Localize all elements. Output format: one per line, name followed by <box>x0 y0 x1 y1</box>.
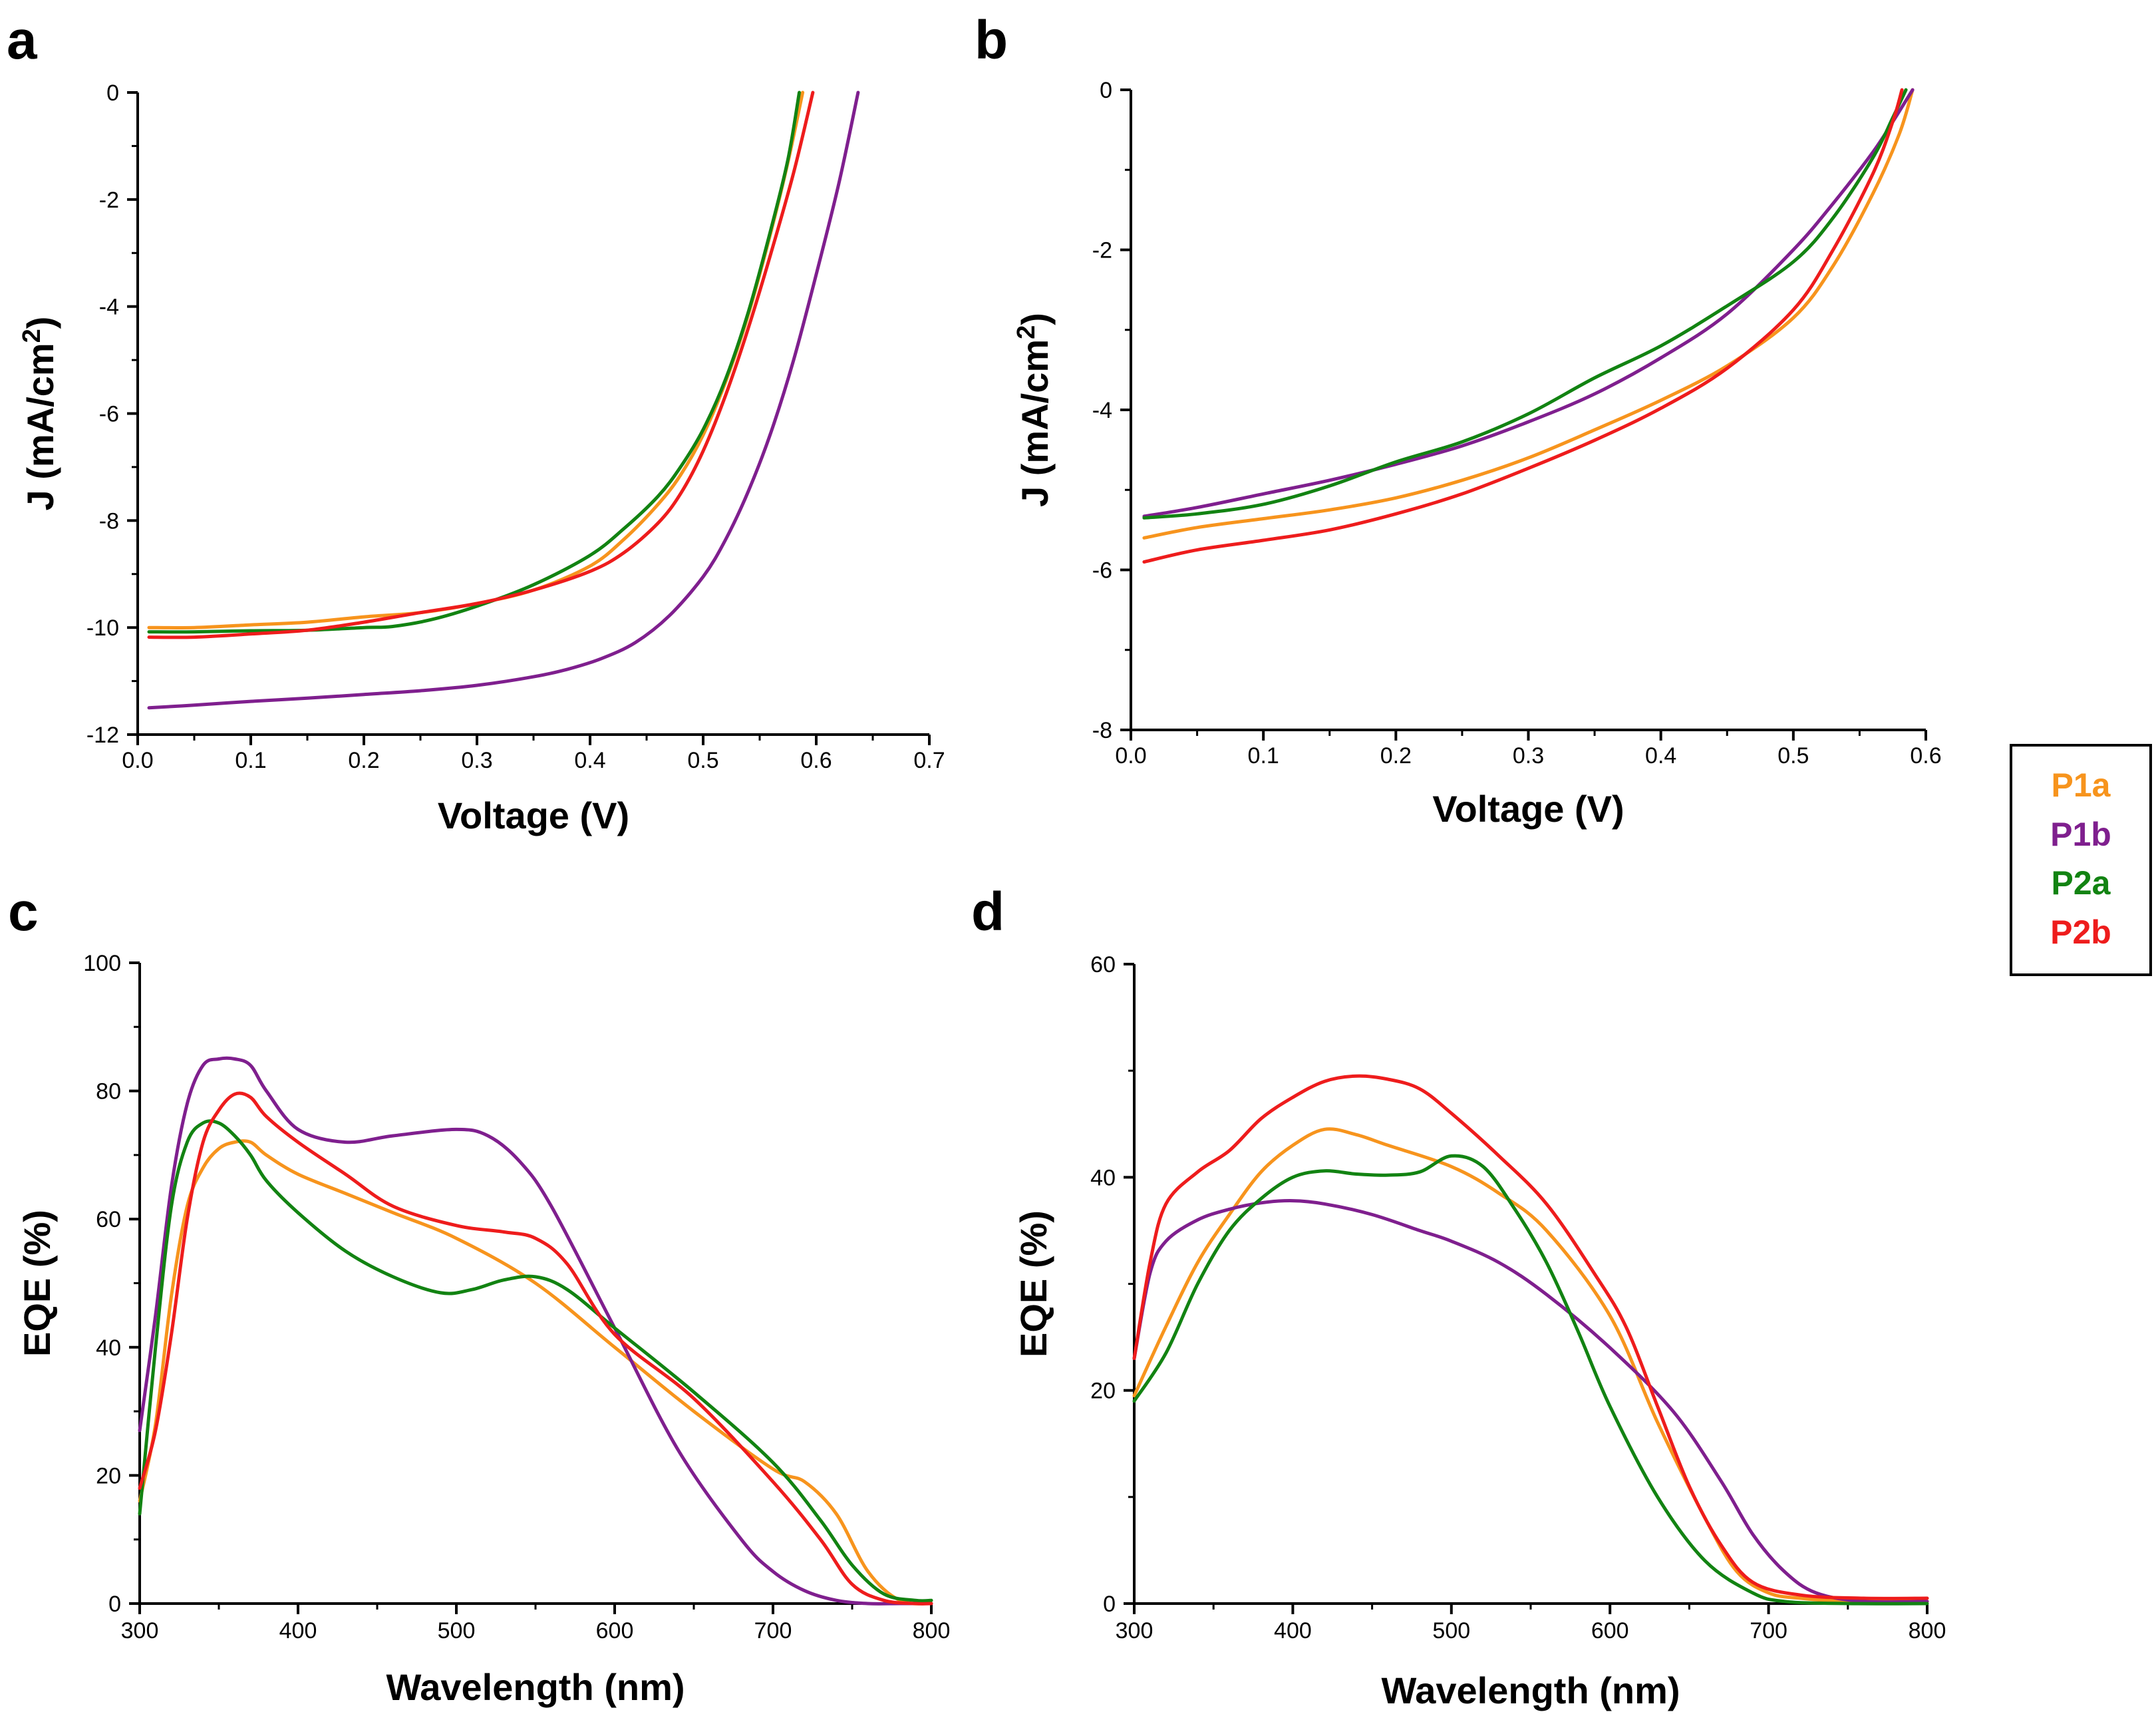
series-line-p2a <box>147 90 801 634</box>
x-tick-label: 0.0 <box>122 748 153 773</box>
x-tick-label: 600 <box>1591 1618 1629 1643</box>
legend-box <box>2010 744 2152 976</box>
x-tick-label: 500 <box>438 1618 476 1643</box>
y-tick-label: 40 <box>96 1335 121 1361</box>
y-tick-label: 20 <box>1090 1379 1116 1404</box>
y-tick-label: 20 <box>96 1463 121 1488</box>
legend: P1a P1b P2a P2b <box>2010 744 2152 976</box>
panel-c: c 300 400 500 600 700 800 0 20 40 60 80 100 Waveleng… <box>8 882 950 1708</box>
legend-entry-p2b: P2b <box>2050 914 2111 951</box>
series-line-p2a <box>1142 88 1908 520</box>
panel-letter-d: d <box>971 882 1004 942</box>
series-line-p1b <box>138 1056 933 1606</box>
x-tick-label: 0.5 <box>687 748 718 773</box>
y-tick-label: 40 <box>1090 1165 1116 1190</box>
x-tick-label: 0.2 <box>1380 743 1412 769</box>
y-axis-title: EQE (%) <box>16 1210 58 1357</box>
y-axis-title: J (mA/cm2) <box>1012 313 1056 507</box>
y-axis-title-superscript: 2 <box>1012 325 1040 339</box>
y-tick-label: 0 <box>1100 78 1112 103</box>
y-tick-label: -4 <box>1092 398 1112 423</box>
x-tick-label: 0.1 <box>1248 743 1279 769</box>
series-line-p1b <box>1132 1199 1929 1604</box>
x-axis-title: Wavelength (nm) <box>386 1666 685 1708</box>
x-tick-label: 0.4 <box>1645 743 1676 769</box>
panel-a: a 0.0 0.1 0.2 0.3 0.4 0.5 0.6 0.7 -12 -10 -8 -6 -4 -2… <box>7 10 945 836</box>
x-tick-label: 0.1 <box>235 748 266 773</box>
y-axis-title: EQE (%) <box>1012 1210 1054 1357</box>
y-axis-title-base: J (mA/cm <box>19 343 61 510</box>
series-line-p1b <box>1142 88 1915 518</box>
x-tick-label: 800 <box>913 1618 951 1643</box>
series-line-p1a <box>1142 88 1915 540</box>
series-line-p2a <box>138 1119 933 1603</box>
panel-letter-b: b <box>975 10 1008 71</box>
y-tick-label: -10 <box>86 615 119 641</box>
x-axis-title: Voltage (V) <box>438 794 629 836</box>
x-tick-label: 0.6 <box>1910 743 1941 769</box>
panel-d: d 300 400 500 600 700 800 0 20 40 60 Wavelength (n… <box>971 882 1946 1711</box>
x-tick-label: 400 <box>279 1618 317 1643</box>
series-line-p2a <box>1132 1154 1929 1606</box>
legend-entry-p1a: P1a <box>2052 767 2111 804</box>
y-tick-label: 0 <box>108 1592 121 1617</box>
x-tick-label: 0.0 <box>1115 743 1146 769</box>
x-tick-label: 300 <box>121 1618 159 1643</box>
x-tick-label: 0.5 <box>1777 743 1809 769</box>
x-tick-label: 400 <box>1274 1618 1312 1643</box>
y-tick-label: 0 <box>1103 1592 1116 1617</box>
x-axis-title: Voltage (V) <box>1432 788 1624 830</box>
series-line-p1a <box>147 90 805 629</box>
x-tick-label: 700 <box>754 1618 792 1643</box>
panel-letter-c: c <box>8 882 39 942</box>
x-axis-title: Wavelength (nm) <box>1381 1669 1680 1711</box>
y-axis-title-superscript: 2 <box>18 329 46 343</box>
x-tick-label: 0.7 <box>913 748 945 773</box>
y-axis-title-tail: ) <box>19 317 61 329</box>
y-tick-label: -12 <box>86 723 119 748</box>
y-tick-label: -8 <box>99 508 119 534</box>
x-tick-label: 0.4 <box>574 748 605 773</box>
x-tick-label: 500 <box>1432 1618 1470 1643</box>
panel-b: b 0.0 0.1 0.2 0.3 0.4 0.5 0.6 -8 -6 -4 -2 0 Voltage … <box>975 10 1942 830</box>
x-tick-label: 600 <box>596 1618 634 1643</box>
y-tick-label: -6 <box>99 402 119 427</box>
panel-letter-a: a <box>7 10 38 71</box>
legend-entry-p1b: P1b <box>2050 816 2111 853</box>
x-tick-label: 800 <box>1909 1618 1946 1643</box>
y-tick-label: 60 <box>1090 952 1116 977</box>
y-tick-label: 80 <box>96 1079 121 1105</box>
series-line-p2b <box>138 1091 933 1606</box>
y-tick-label: 100 <box>83 951 121 976</box>
x-tick-label: 0.6 <box>800 748 832 773</box>
series-line-p1b <box>147 90 860 710</box>
y-tick-label: -2 <box>99 188 119 213</box>
series-line-p2b <box>147 90 815 639</box>
y-tick-label: -6 <box>1092 558 1112 584</box>
y-tick-label: 0 <box>106 81 119 106</box>
y-tick-label: -4 <box>99 295 119 320</box>
x-tick-label: 0.3 <box>1513 743 1544 769</box>
series-line-p2b <box>1142 88 1904 564</box>
y-tick-label: 60 <box>96 1207 121 1232</box>
x-tick-label: 0.2 <box>348 748 379 773</box>
x-tick-label: 300 <box>1116 1618 1154 1643</box>
legend-entry-p2a: P2a <box>2052 864 2111 902</box>
series-line-p2b <box>1132 1074 1929 1600</box>
series-line-p1a <box>138 1139 933 1606</box>
y-axis-title-base: J (mA/cm <box>1014 339 1056 507</box>
x-tick-label: 0.3 <box>461 748 492 773</box>
x-tick-label: 700 <box>1750 1618 1787 1643</box>
y-tick-label: -2 <box>1092 238 1112 263</box>
series-line-p1a <box>1132 1127 1929 1604</box>
y-axis-title-tail: ) <box>1014 313 1056 325</box>
y-tick-label: -8 <box>1092 718 1112 743</box>
y-axis-title: J (mA/cm2) <box>18 317 61 511</box>
